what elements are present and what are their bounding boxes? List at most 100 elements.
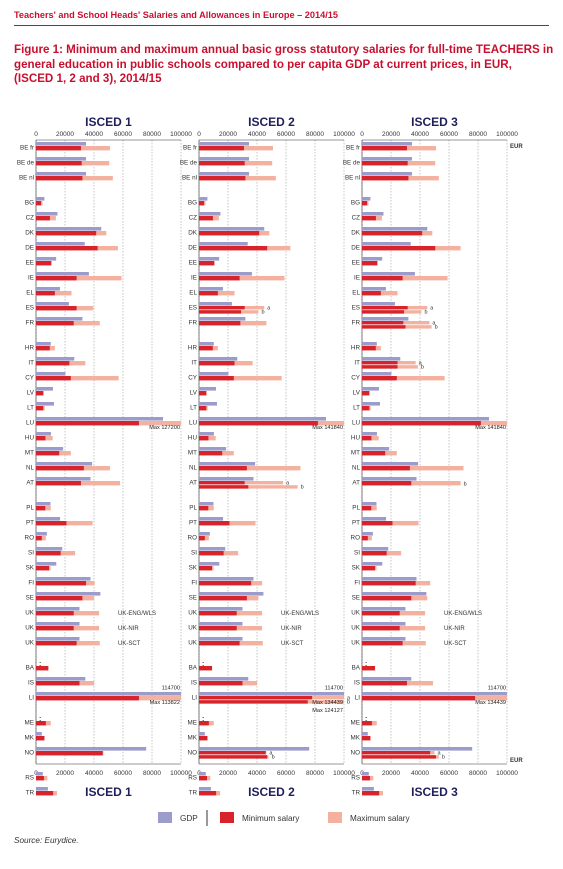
x-tick-label: 60000 [440,770,458,777]
country-label: NO [351,750,361,757]
gdp-bar [199,547,226,551]
country-label: BE fr [346,145,360,152]
country-label: RS [25,775,34,782]
country-label: BE fr [20,145,34,152]
max-annotation: Max 124127 [312,708,343,714]
gdp-bar [36,357,75,361]
country-label: LT [27,405,34,412]
gdp-bar [36,607,80,611]
country-label: DE [25,245,34,252]
country-label: LI [355,695,361,702]
x-tick-label: 80000 [306,131,324,138]
country-label: NL [352,465,361,472]
min-salary-bar [36,776,44,781]
country-label: UK [188,610,198,617]
country-label: NL [26,465,35,472]
min-salary-bar [199,261,215,266]
country-label: RS [351,775,360,782]
gdp-bar [36,257,57,261]
country-label: ES [26,305,34,312]
gdp-bar [36,592,101,596]
country-label: IS [191,680,197,687]
min-salary-bar [36,596,83,601]
min-salary-bar [199,506,209,511]
min-salary-bar [362,641,403,646]
min-salary-bar [362,536,368,541]
unit-label: EUR [510,144,523,150]
country-label: EL [352,290,360,297]
gdp-bar [36,227,102,231]
gdp-bar [362,357,401,361]
country-label: RO [25,535,35,542]
min-salary-bar [199,776,207,781]
gdp-bar [36,417,164,421]
gdp-bar [362,447,390,451]
min-salary-bar [362,755,436,759]
min-salary-bar [362,521,393,526]
country-label: DK [351,230,361,237]
gdp-bar [199,592,264,596]
gdp-bar [362,547,389,551]
min-salary-bar [199,596,247,601]
min-salary-bar [362,436,372,441]
min-salary-bar [362,776,370,781]
min-salary-bar [199,736,208,741]
x-tick-label: 40000 [85,770,103,777]
gdp-bar [362,212,384,216]
max-salary-bar [362,376,445,381]
x-tick-label: 40000 [248,770,266,777]
missing-data-mark: : [365,716,367,723]
gdp-bar [199,357,238,361]
gdp-bar [36,547,63,551]
min-salary-bar [36,466,84,471]
min-salary-bar [199,666,213,671]
max-salary-bar [199,376,282,381]
gdp-bar [362,157,413,161]
gdp-bar [199,502,214,506]
uk-region-label: UK-NIR [281,626,302,632]
gdp-bar [199,562,220,566]
country-label: LI [192,695,198,702]
country-label: MK [188,735,198,742]
gdp-bar [199,447,227,451]
max-salary-bar [199,466,301,471]
min-salary-bar [36,581,87,586]
uk-region-label: UK-NIR [444,626,465,632]
country-label: AT [352,480,360,487]
min-salary-bar [36,626,74,631]
min-salary-bar [36,391,44,396]
x-tick-label: 40000 [411,770,429,777]
missing-data-mark: : [202,661,204,668]
min-salary-bar [36,246,98,251]
gdp-bar [362,562,383,566]
panel-title: ISCED 2 [248,115,295,129]
min-salary-bar [199,146,244,151]
x-tick-label: 80000 [469,131,487,138]
gdp-bar [36,732,42,736]
min-salary-bar [199,246,268,251]
gdp-bar [199,732,205,736]
min-salary-bar [362,421,481,426]
gdp-bar [199,517,224,521]
country-label: HR [351,345,361,352]
country-label: BE fr [183,145,197,152]
x-tick-label: 100000 [496,770,518,777]
country-label: NL [189,465,198,472]
gdp-bar [199,622,243,626]
sub-label: a [267,305,271,311]
missing-data-mark: : [39,661,41,668]
country-label: BA [26,665,35,672]
source-note: Source: Eurydice. [14,836,79,845]
gdp-bar [199,212,221,216]
country-label: PT [26,520,34,527]
gdp-bar [362,787,374,791]
gdp-bar [362,197,371,201]
min-salary-bar [199,481,245,485]
panel-title-bottom: ISCED 1 [85,785,132,799]
min-salary-bar [199,521,230,526]
gdp-bar [362,227,428,231]
country-label: UK [351,610,361,617]
gdp-bar [362,387,379,391]
